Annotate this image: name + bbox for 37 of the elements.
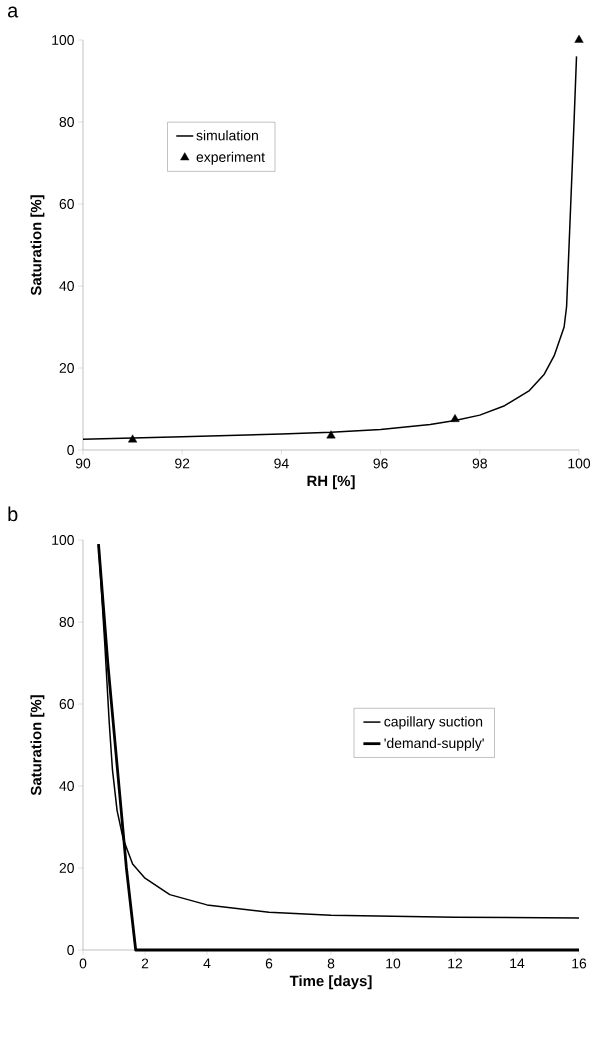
y-tick-label: 0 [67, 945, 74, 955]
y-tick-label: 80 [59, 117, 74, 127]
x-tick-label: 96 [373, 458, 388, 469]
x-tick-label: 10 [386, 958, 401, 969]
x-tick-label: 8 [327, 958, 335, 969]
x-tick-label: 92 [175, 458, 190, 469]
x-tick-label: 98 [472, 458, 487, 469]
y-tick-label: 100 [52, 35, 74, 45]
y-tick-label: 40 [59, 281, 74, 291]
y-tick-label: 80 [59, 617, 74, 627]
chart-title: b [8, 506, 18, 522]
x-tick-label: 2 [141, 958, 149, 969]
y-tick-label: 100 [52, 535, 74, 545]
x-tick-label: 100 [568, 458, 591, 469]
x-axis-title: RH [%] [307, 475, 355, 490]
x-tick-label: 14 [510, 958, 525, 969]
x-tick-label: 94 [274, 458, 289, 469]
y-tick-label: 60 [59, 699, 74, 709]
legend-label: simulation [196, 130, 258, 141]
y-tick-label: 20 [59, 363, 74, 373]
y-axis-title: Saturation [%] [30, 695, 45, 796]
x-axis-title: Time [days] [289, 975, 372, 990]
x-tick-label: 0 [79, 958, 87, 969]
x-tick-label: 4 [203, 958, 211, 969]
y-tick-label: 60 [59, 199, 74, 209]
legend-label: 'demand-supply' [384, 737, 484, 751]
legend-label: capillary suction [384, 716, 483, 730]
x-tick-label: 12 [448, 958, 463, 969]
chart-title: a [8, 6, 19, 18]
x-tick-label: 90 [75, 458, 91, 469]
y-tick-label: 0 [67, 445, 74, 455]
y-axis-title: Saturation [%] [30, 195, 45, 296]
y-tick-label: 20 [59, 863, 74, 873]
y-tick-label: 40 [59, 781, 74, 791]
legend-label: experiment [196, 151, 265, 165]
x-tick-label: 16 [572, 958, 587, 969]
x-tick-label: 6 [265, 958, 273, 969]
